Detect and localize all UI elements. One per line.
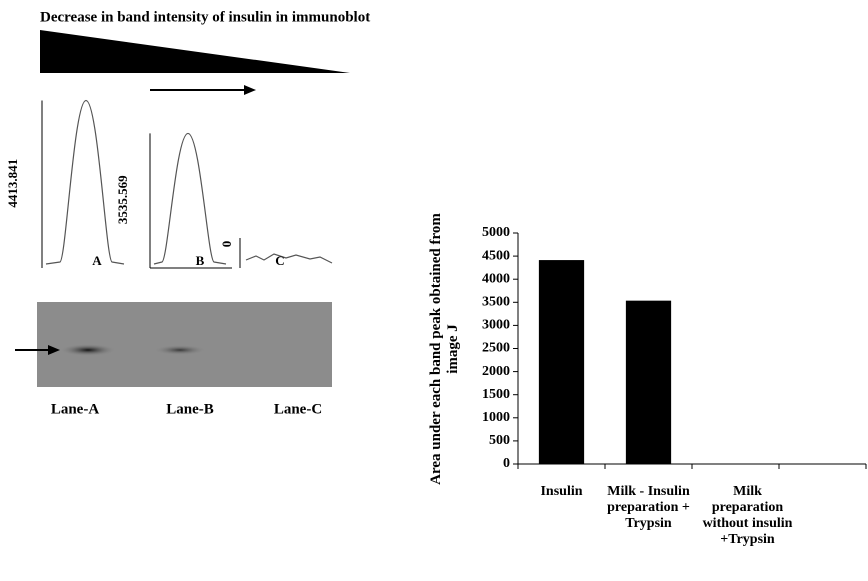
y-tick-label: 500 bbox=[489, 433, 510, 448]
peak-area-label: 4413.841 bbox=[5, 159, 20, 208]
y-tick-label: 4000 bbox=[482, 271, 510, 286]
y-tick-label: 5000 bbox=[482, 225, 510, 240]
bar bbox=[625, 300, 672, 464]
peak-profile bbox=[245, 253, 333, 264]
y-axis-label: Area under each band peak obtained from … bbox=[428, 212, 461, 485]
blot-band bbox=[60, 344, 116, 356]
blot-band bbox=[154, 345, 206, 355]
lane-label: Lane-C bbox=[274, 401, 322, 417]
lane-label: Lane-A bbox=[51, 401, 100, 417]
y-tick-label: 0 bbox=[503, 456, 510, 471]
arrow-head bbox=[244, 85, 256, 95]
y-tick-label: 4500 bbox=[482, 248, 510, 263]
peak-area-label: 0 bbox=[219, 241, 234, 248]
peak-profile bbox=[45, 99, 125, 265]
peak-label: B bbox=[196, 253, 205, 268]
y-tick-label: 3500 bbox=[482, 295, 510, 310]
y-tick-label: 1000 bbox=[482, 410, 510, 425]
y-tick-label: 1500 bbox=[482, 387, 510, 402]
x-tick-label: Milk - Insulin preparation + Trypsin bbox=[607, 484, 690, 531]
peak-label: C bbox=[275, 253, 284, 268]
lane-label: Lane-B bbox=[166, 401, 214, 417]
arrow-head bbox=[48, 345, 60, 355]
x-tick-label: Milk preparation without insulin +Trypsi… bbox=[702, 484, 793, 547]
peak-area-label: 3535.569 bbox=[115, 175, 130, 224]
peak-label: A bbox=[92, 253, 102, 268]
bar bbox=[538, 260, 585, 464]
y-tick-label: 2000 bbox=[482, 364, 510, 379]
y-tick-label: 3000 bbox=[482, 318, 510, 333]
gradient-wedge bbox=[40, 30, 350, 73]
figure-title: Decrease in band intensity of insulin in… bbox=[40, 9, 370, 25]
peak-profile bbox=[153, 132, 227, 265]
x-tick-label: Insulin bbox=[540, 484, 583, 499]
y-tick-label: 2500 bbox=[482, 341, 510, 356]
